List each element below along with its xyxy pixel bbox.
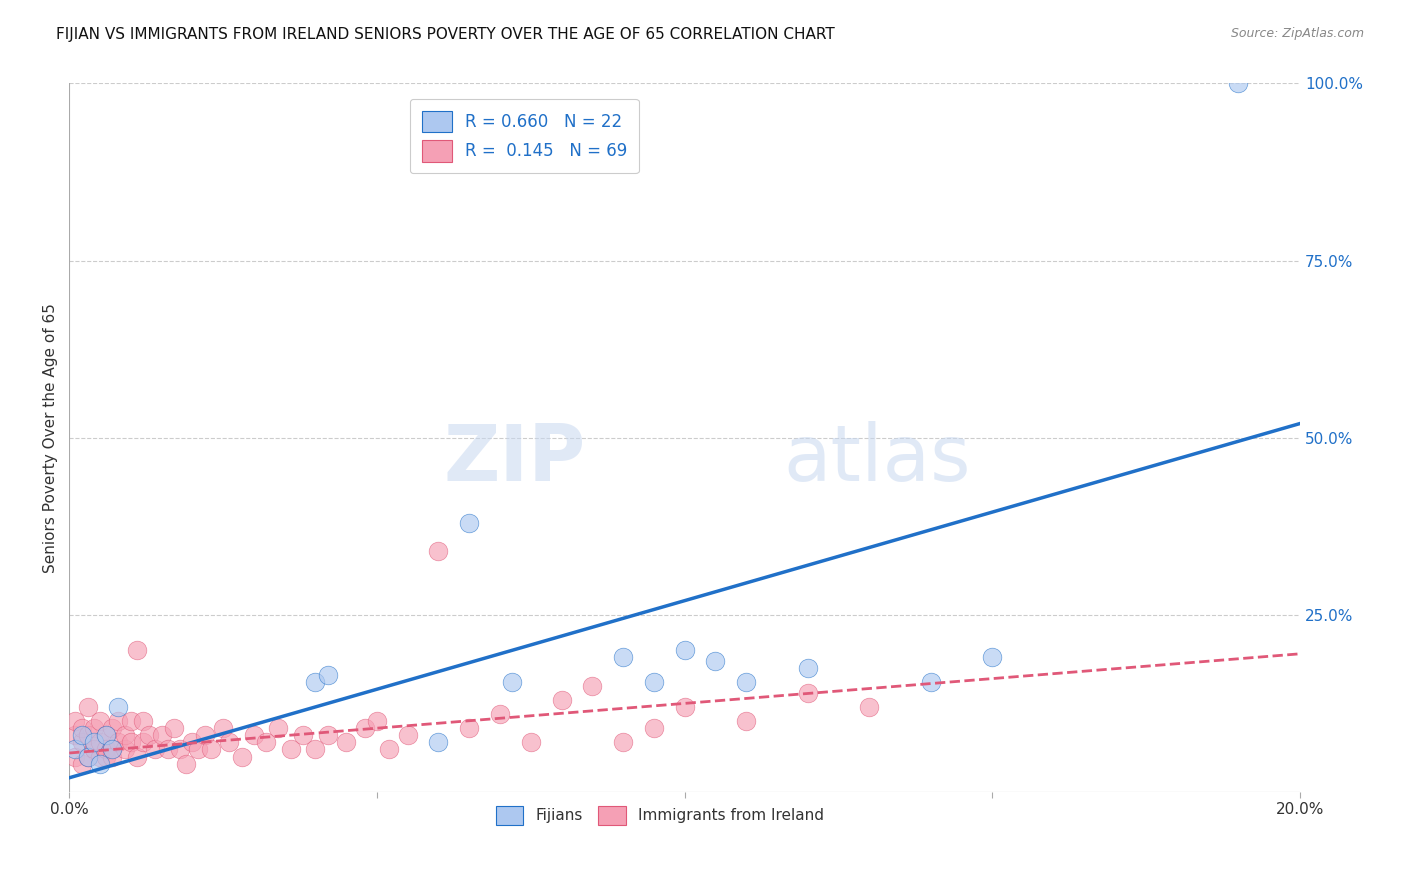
Point [489, 706, 512, 721]
Point [612, 735, 634, 749]
Point [107, 735, 129, 749]
Point [132, 714, 155, 728]
Point [458, 721, 481, 735]
Point [673, 643, 696, 657]
Point [163, 721, 186, 735]
Point [335, 735, 357, 749]
Text: atlas: atlas [783, 421, 970, 497]
Point [70, 721, 93, 735]
Point [96, 728, 118, 742]
Point [114, 742, 136, 756]
Point [96, 749, 118, 764]
Point [70, 756, 93, 771]
Point [231, 749, 253, 764]
Point [920, 675, 942, 690]
Point [145, 742, 167, 756]
Point [267, 721, 290, 735]
Point [107, 700, 129, 714]
Point [501, 675, 523, 690]
Point [70, 728, 93, 742]
Point [76, 749, 98, 764]
Point [316, 728, 339, 742]
Text: FIJIAN VS IMMIGRANTS FROM IRELAND SENIORS POVERTY OVER THE AGE OF 65 CORRELATION: FIJIAN VS IMMIGRANTS FROM IRELAND SENIOR… [56, 27, 835, 42]
Point [735, 675, 758, 690]
Point [76, 728, 98, 742]
Point [218, 735, 240, 749]
Point [65, 742, 87, 756]
Point [458, 516, 481, 530]
Y-axis label: Seniors Poverty Over the Age of 65: Seniors Poverty Over the Age of 65 [44, 302, 58, 573]
Point [150, 728, 173, 742]
Point [65, 728, 87, 742]
Point [89, 735, 111, 749]
Point [735, 714, 758, 728]
Point [70, 735, 93, 749]
Point [89, 714, 111, 728]
Point [858, 700, 880, 714]
Point [243, 728, 266, 742]
Point [187, 742, 209, 756]
Point [83, 735, 105, 749]
Point [427, 735, 450, 749]
Point [581, 679, 603, 693]
Point [101, 721, 124, 735]
Point [83, 742, 105, 756]
Point [643, 721, 665, 735]
Point [366, 714, 388, 728]
Point [101, 742, 124, 756]
Point [704, 654, 727, 668]
Point [292, 728, 315, 742]
Point [89, 749, 111, 764]
Point [156, 742, 179, 756]
Text: ZIP: ZIP [444, 421, 586, 497]
Point [254, 735, 277, 749]
Point [304, 742, 326, 756]
Point [316, 668, 339, 682]
Point [169, 742, 191, 756]
Point [96, 728, 118, 742]
Point [101, 749, 124, 764]
Point [125, 643, 148, 657]
Point [396, 728, 419, 742]
Point [107, 714, 129, 728]
Point [89, 756, 111, 771]
Point [796, 686, 818, 700]
Point [120, 735, 142, 749]
Point [125, 749, 148, 764]
Point [174, 756, 197, 771]
Point [520, 735, 543, 749]
Legend: Fijians, Immigrants from Ireland: Fijians, Immigrants from Ireland [486, 797, 834, 834]
Point [83, 742, 105, 756]
Point [550, 693, 572, 707]
Point [65, 714, 87, 728]
Point [796, 661, 818, 675]
Point [427, 544, 450, 558]
Point [643, 675, 665, 690]
Point [200, 742, 222, 756]
Point [181, 735, 204, 749]
Point [76, 700, 98, 714]
Point [132, 735, 155, 749]
Point [194, 728, 217, 742]
Point [353, 721, 375, 735]
Point [981, 650, 1004, 665]
Point [65, 749, 87, 764]
Point [76, 749, 98, 764]
Point [304, 675, 326, 690]
Text: Source: ZipAtlas.com: Source: ZipAtlas.com [1230, 27, 1364, 40]
Point [101, 742, 124, 756]
Point [280, 742, 302, 756]
Point [212, 721, 235, 735]
Point [612, 650, 634, 665]
Point [1227, 77, 1250, 91]
Point [673, 700, 696, 714]
Point [120, 714, 142, 728]
Point [114, 728, 136, 742]
Point [83, 721, 105, 735]
Point [138, 728, 160, 742]
Point [96, 742, 118, 756]
Point [378, 742, 401, 756]
